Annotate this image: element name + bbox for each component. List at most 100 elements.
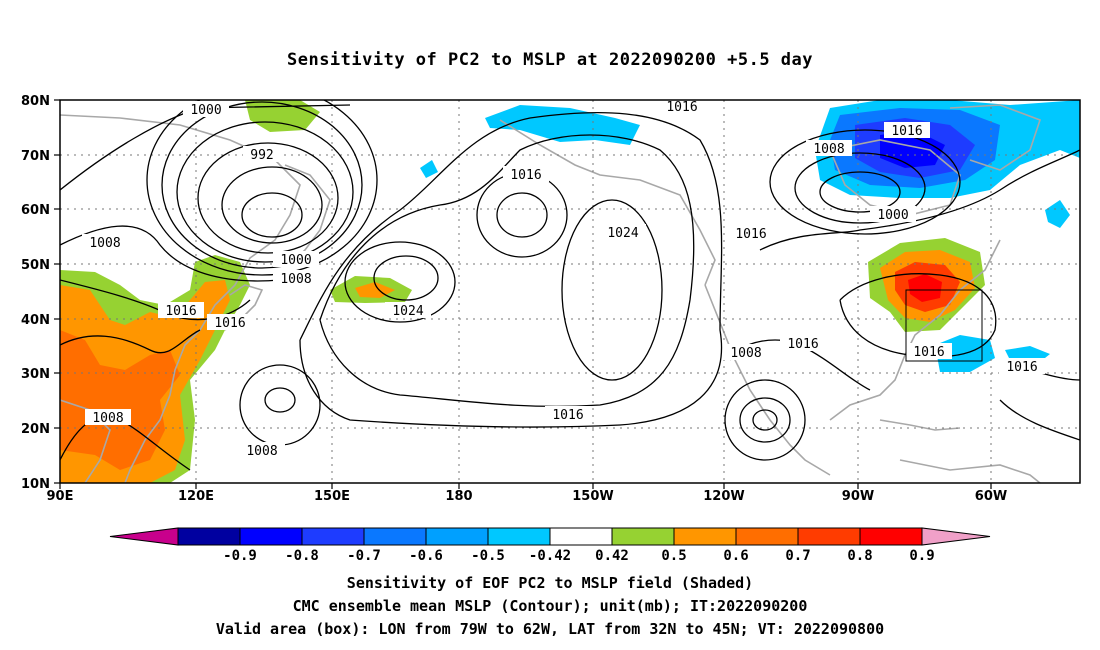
lat-label-20n: 20N [21, 422, 50, 437]
lon-label-90w: 90W [842, 489, 874, 504]
colorbar-segment [797, 527, 861, 546]
contour-low-992 [197, 142, 339, 254]
contour-label-6: 1016 [165, 304, 196, 319]
colorbar-tick-label: -0.5 [471, 548, 505, 564]
contour-label-1: 1000 [190, 103, 221, 118]
lat-label-50n: 50N [21, 258, 50, 273]
contour-label-7: 1016 [214, 316, 245, 331]
colorbar-segment [673, 527, 737, 546]
chart-title: Sensitivity of PC2 to MSLP at 2022090200… [286, 50, 813, 70]
latitude-labels: 80N 70N 60N 50N 40N 30N 20N 10N [21, 94, 50, 492]
contour-low-1000-na [794, 152, 926, 224]
contour-label-17: 1016 [891, 124, 922, 139]
colorbar-segment [301, 527, 365, 546]
contour-low-988 [221, 166, 323, 244]
colorbar-segment [425, 527, 489, 546]
colorbar-segment [177, 527, 241, 546]
coastline-alaska [499, 119, 716, 286]
contour-1020 [319, 134, 695, 408]
contour-label-18: 1008 [730, 346, 761, 361]
negative-sensitivity-east [1045, 200, 1070, 228]
contour-label-14: 1016 [735, 227, 766, 242]
colorbar-tick-label: -0.6 [409, 548, 443, 564]
contour-1012-south [239, 364, 321, 446]
contour-label-4: 1008 [280, 272, 311, 287]
colorbar-tick-label: -0.42 [529, 548, 571, 564]
colorbar-tick-label: 0.5 [661, 548, 686, 564]
contour-1008-mx [724, 379, 806, 461]
colorbar-tick-label: -0.9 [223, 548, 257, 564]
contour-1016-asia [60, 329, 201, 354]
lat-label-80n: 80N [21, 94, 50, 109]
contour-label-15: 1008 [813, 142, 844, 157]
positive-sensitivity-north [245, 100, 320, 132]
contour-1016-pacific [299, 111, 723, 428]
colorbar-segment [487, 527, 551, 546]
lon-label-180: 180 [445, 489, 472, 504]
positive-sensitivity-na-max [908, 274, 942, 302]
contour-label-11: 1016 [666, 100, 697, 115]
shaded-sensitivity [60, 100, 1080, 483]
contour-label-8: 1008 [92, 411, 123, 426]
positive-sensitivity-peak-asia [60, 330, 180, 470]
colorbar-upper-extension [921, 527, 991, 546]
map-frame [59, 99, 1081, 484]
colorbar-tick-label: 0.6 [723, 548, 748, 564]
contour-1008-west [60, 225, 281, 282]
colorbar-tick-label: 0.9 [909, 548, 934, 564]
longitude-labels: 90E 120E 150E 180 150W 120W 90W 60W [47, 489, 1008, 504]
colorbar-segment [735, 527, 799, 546]
caption-line-2: CMC ensemble mean MSLP (Contour); unit(m… [292, 597, 808, 615]
colorbar-segment [549, 527, 613, 546]
contour-1016-na [759, 149, 1080, 251]
contour-1008-low-south [264, 387, 296, 413]
contour-low-996 [176, 121, 354, 263]
caption-line-1: Sensitivity of EOF PC2 to MSLP field (Sh… [346, 574, 754, 592]
lat-label-60n: 60N [21, 203, 50, 218]
contour-low-1000 [161, 101, 363, 269]
lon-label-60w: 60W [975, 489, 1007, 504]
valid-area-box [905, 289, 983, 362]
colorbar-lower-extension [109, 527, 179, 546]
negative-sensitivity-small [420, 160, 438, 178]
coastline-greenland [949, 104, 1042, 171]
contour-1016-north [476, 172, 568, 258]
colorbar-tick-label: 0.42 [595, 548, 629, 564]
contour-1016-atlantic-south [999, 399, 1080, 441]
lat-label-70n: 70N [21, 149, 50, 164]
coastline-south-america [899, 459, 1041, 483]
colorbar-segment [239, 527, 303, 546]
contour-high-1024 [344, 241, 456, 323]
contour-label-2: 992 [250, 148, 273, 163]
colorbar-tick-label: 0.8 [847, 548, 872, 564]
contour-label-9: 1024 [392, 304, 423, 319]
contour-label-20: 1016 [913, 345, 944, 360]
contour-high-1028 [373, 255, 439, 301]
contour-low-1004-mx [739, 397, 791, 443]
contour-label-22: 1016 [1006, 360, 1037, 375]
contour-label-12: 1024 [607, 226, 638, 241]
contour-label-3: 1000 [280, 253, 311, 268]
lon-label-150e: 150E [314, 489, 350, 504]
colorbar-segment [363, 527, 427, 546]
caption-line-3: Valid area (box): LON from 79W to 62W, L… [215, 620, 885, 638]
contour-label-19: 1016 [787, 337, 818, 352]
coastline-north-america-west [704, 284, 831, 476]
lat-label-40n: 40N [21, 313, 50, 328]
contour-label-10: 1016 [510, 168, 541, 183]
contour-1016-east-high [839, 273, 997, 358]
colorbar-segment [859, 527, 923, 546]
lon-label-120e: 120E [178, 489, 214, 504]
contour-low-992-na [819, 171, 901, 213]
lat-label-10n: 10N [21, 477, 50, 492]
contour-label-21: 1008 [246, 444, 277, 459]
colorbar-tick-label: 0.7 [785, 548, 810, 564]
coastline-indochina [60, 399, 111, 483]
lon-label-150w: 150W [572, 489, 613, 504]
colorbar [109, 527, 991, 546]
contour-low-984 [241, 192, 303, 238]
contour-low-1008-na [769, 129, 961, 235]
lat-label-30n: 30N [21, 367, 50, 382]
contour-high-1020-north [496, 192, 548, 238]
